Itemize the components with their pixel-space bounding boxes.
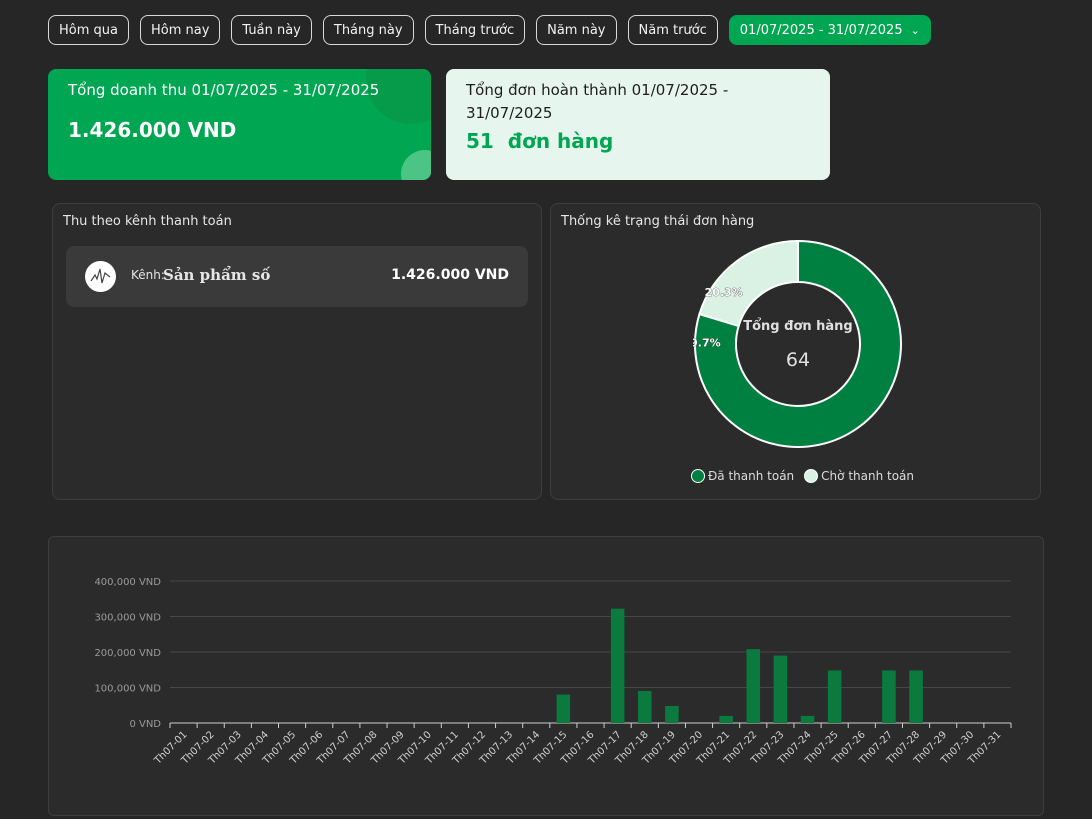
total-revenue-card: Tổng doanh thu 01/07/2025 - 31/07/2025 1… (48, 69, 431, 180)
donut-slice-0[interactable] (694, 239, 902, 448)
bar-Th07-19[interactable] (665, 705, 679, 723)
y-tick-label: 200,000 VND (94, 648, 161, 659)
donut-slice-1[interactable] (698, 239, 799, 328)
bar-Th07-18[interactable] (637, 691, 652, 723)
daily-revenue-bar-chart: 0 VND 100,000 VND 200,000 VND 300,000 VND 40… (94, 577, 1012, 767)
filter-button-4[interactable]: Tháng trước (424, 15, 526, 45)
channel-prefix-label: Kênh: (131, 268, 165, 282)
legend-item-pending[interactable]: Chờ thanh toán (804, 469, 914, 483)
bar-Th07-25[interactable] (827, 670, 842, 723)
filter-button-2[interactable]: Tuần này (231, 15, 312, 45)
filter-button-0[interactable]: Hôm qua (48, 15, 129, 45)
channel-name: Sản phẩm số (163, 266, 271, 284)
order-status-donut-chart: 79.7% 20.3% Tổng đơn hàng 64 (693, 239, 902, 448)
channel-amount: 1.426.000 VND (391, 267, 509, 283)
order-status-panel: Thống kê trạng thái đơn hàng 79.7% 20.3% T… (550, 203, 1041, 500)
legend-paid-label: Đã thanh toán (708, 469, 795, 483)
order-status-title: Thống kê trạng thái đơn hàng (561, 214, 755, 229)
payment-channel-panel: Thu theo kênh thanh toán Kênh: Sản phẩm … (52, 203, 542, 500)
donut-center-label: Tổng đơn hàng (743, 318, 853, 334)
bar-Th07-23[interactable] (773, 655, 788, 723)
total-revenue-label: Tổng doanh thu 01/07/2025 - 31/07/2025 (68, 81, 380, 99)
completed-orders-label: Tổng đơn hoàn thành 01/07/2025 - 31/07/2… (466, 81, 729, 122)
date-range-dropdown[interactable]: 01/07/2025 - 31/07/2025 ⌄ (728, 15, 931, 45)
filter-button-1[interactable]: Hôm nay (139, 15, 221, 45)
completed-orders-card: Tổng đơn hoàn thành 01/07/2025 - 31/07/2… (446, 69, 830, 180)
bar-Th07-27[interactable] (882, 670, 896, 723)
card-decoration (401, 150, 431, 180)
donut-center-value: 64 (786, 349, 810, 371)
bar-Th07-17[interactable] (610, 608, 625, 723)
total-revenue-value: 1.426.000 VND (68, 118, 237, 142)
date-filter-bar: Hôm qua Hôm nay Tuần này Tháng này Tháng trư… (48, 15, 931, 45)
legend-pending-label: Chờ thanh toán (821, 469, 915, 483)
chevron-down-icon: ⌄ (910, 23, 920, 37)
daily-revenue-chart-panel: 0 VND 100,000 VND 200,000 VND 300,000 VND 40… (48, 536, 1044, 816)
legend-pending-swatch (804, 469, 819, 483)
completed-orders-value: 51 đơn hàng (466, 129, 614, 153)
filter-button-6[interactable]: Năm trước (627, 15, 718, 45)
y-tick-label: 400,000 VND (94, 577, 161, 588)
channel-row[interactable]: Kênh: Sản phẩm số 1.426.000 VND (66, 246, 528, 307)
filter-button-5[interactable]: Năm này (536, 15, 617, 45)
payment-channel-title: Thu theo kênh thanh toán (63, 214, 232, 229)
y-tick-label: 300,000 VND (94, 613, 161, 624)
legend-paid-swatch (691, 469, 705, 483)
y-tick-label: 0 VND (129, 719, 161, 730)
channel-logo-icon (85, 261, 116, 292)
donut-slice-label-1: 20.3% (705, 286, 743, 299)
legend-item-paid[interactable]: Đã thanh toán (691, 469, 794, 483)
donut-legend: Đã thanh toán Chờ thanh toán (691, 469, 914, 483)
filter-button-3[interactable]: Tháng này (322, 15, 414, 45)
bar-Th07-22[interactable] (746, 649, 761, 723)
bar-Th07-21[interactable] (719, 715, 733, 723)
date-range-label: 01/07/2025 - 31/07/2025 (739, 22, 903, 38)
bar-Th07-15[interactable] (556, 694, 571, 723)
y-tick-label: 100,000 VND (94, 684, 161, 695)
bar-Th07-24[interactable] (800, 715, 815, 723)
bar-Th07-28[interactable] (909, 670, 923, 723)
donut-slice-label-0: 79.7% (693, 336, 721, 349)
